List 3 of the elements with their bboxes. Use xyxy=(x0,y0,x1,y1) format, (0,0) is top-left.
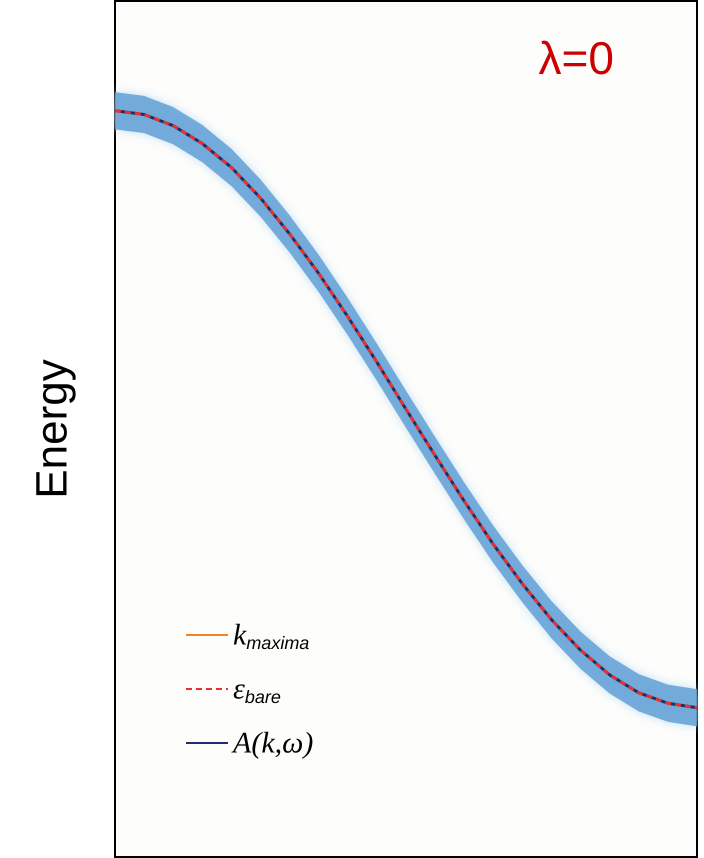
y-axis-title: Energy xyxy=(28,359,76,499)
text: λ=0 xyxy=(538,32,614,84)
legend-label: A(k,ω) xyxy=(231,726,314,760)
